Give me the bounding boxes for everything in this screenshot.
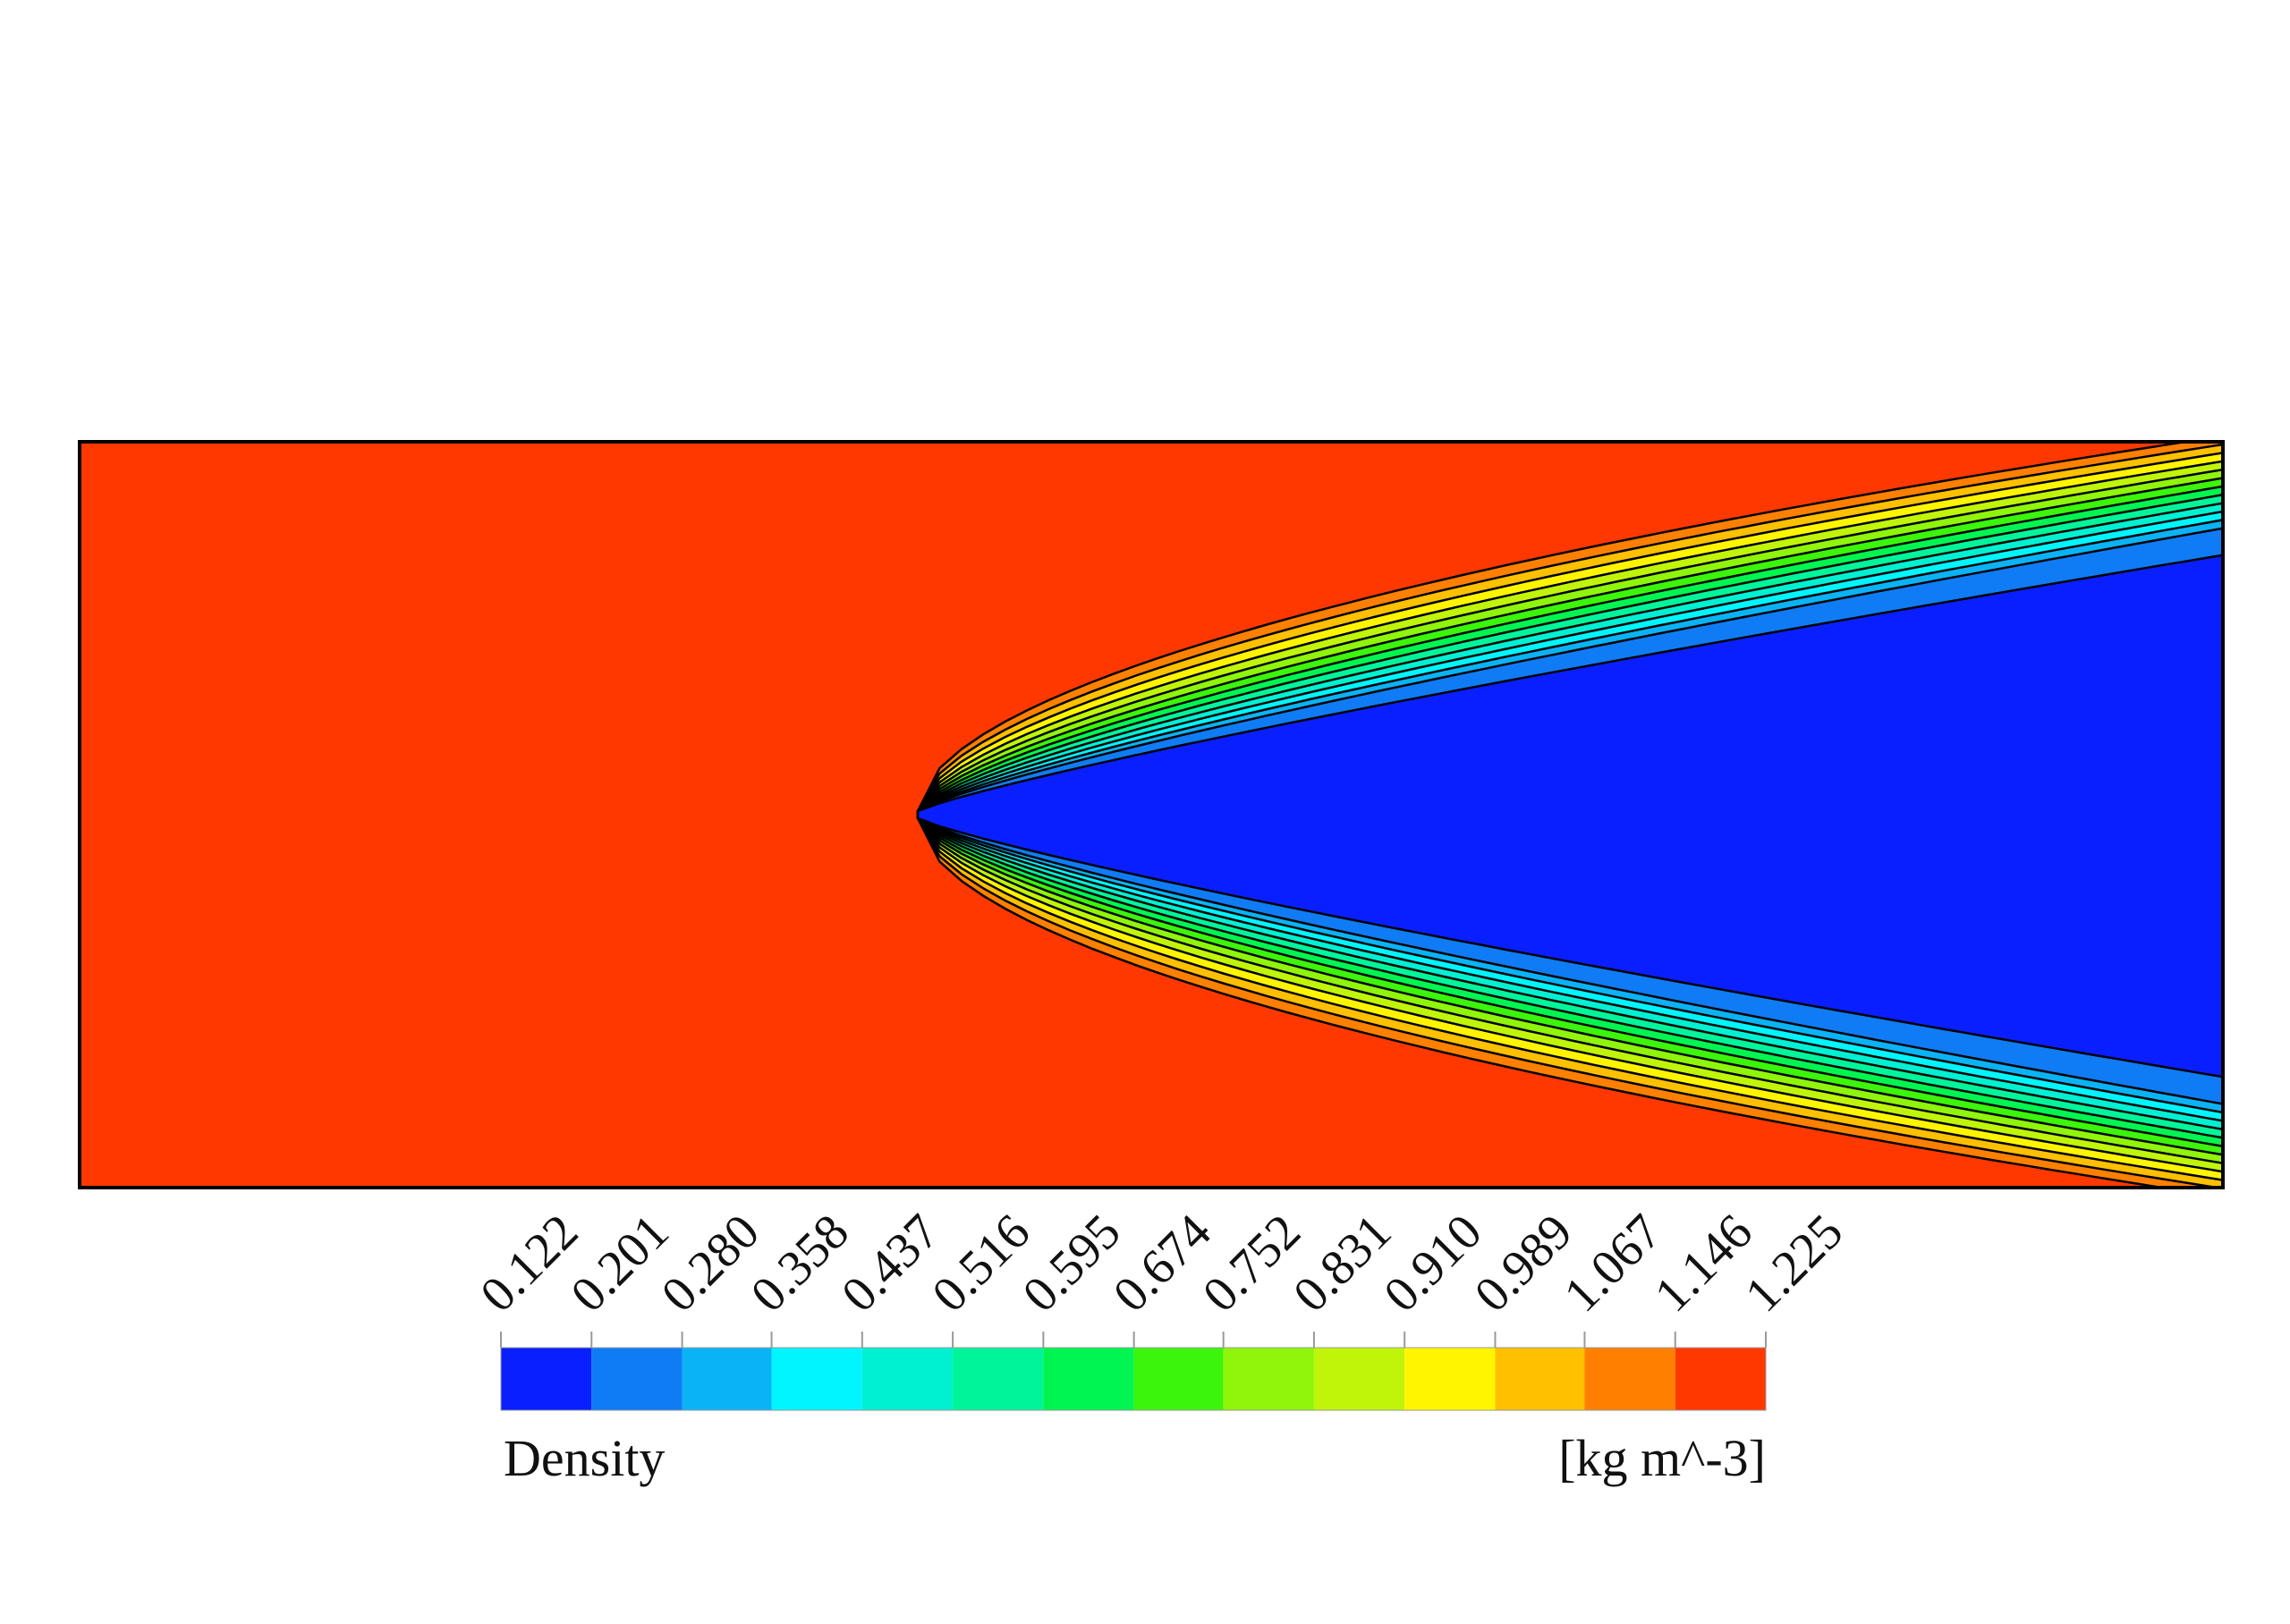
contour-field — [80, 442, 2223, 1188]
colorbar-cell — [1133, 1348, 1224, 1410]
contour-band — [916, 554, 2223, 1078]
colorbar-variable: Density — [504, 1429, 665, 1487]
colorbar-tick-label: 0.280 — [651, 1204, 770, 1323]
colorbar-tick-label: 0.201 — [561, 1204, 680, 1323]
colorbar-tick-label: 0.595 — [1013, 1204, 1132, 1323]
colorbar-cell — [1043, 1348, 1134, 1410]
colorbar: 0.1220.2010.2800.3580.4370.5160.5950.674… — [470, 1204, 1853, 1411]
colorbar-units: [kg m^-3] — [1558, 1429, 1766, 1487]
colorbar-cell — [1495, 1348, 1585, 1410]
colorbar-cell — [1584, 1348, 1675, 1410]
colorbar-cell — [953, 1348, 1044, 1410]
colorbar-cell — [1313, 1348, 1405, 1410]
colorbar-tick-label: 0.358 — [741, 1204, 860, 1323]
colorbar-tick-label: 0.989 — [1464, 1204, 1583, 1323]
colorbar-tick-label: 0.910 — [1374, 1204, 1493, 1323]
colorbar-tick-label: 1.146 — [1644, 1204, 1763, 1323]
colorbar-cell — [591, 1348, 683, 1410]
colorbar-tick-label: 0.122 — [470, 1204, 589, 1323]
colorbar-cell — [861, 1348, 954, 1410]
colorbar-tick-label: 1.067 — [1554, 1204, 1673, 1323]
colorbar-tick-label: 1.225 — [1734, 1204, 1853, 1323]
colorbar-cell — [682, 1348, 772, 1410]
domain-border — [78, 440, 2225, 1189]
colorbar-cell — [771, 1348, 862, 1410]
colorbar-tick-label: 0.437 — [831, 1204, 950, 1323]
colorbar-cell — [1404, 1348, 1496, 1410]
colorbar-tick-label: 0.516 — [921, 1204, 1040, 1323]
colorbar-cell — [1675, 1348, 1766, 1410]
colorbar-tick-label: 0.752 — [1192, 1204, 1311, 1323]
colorbar-cell — [501, 1348, 592, 1410]
colorbar-tick-label: 0.831 — [1283, 1204, 1402, 1323]
colorbar-cell — [1223, 1348, 1314, 1410]
colorbar-tick-label: 0.674 — [1103, 1204, 1222, 1323]
